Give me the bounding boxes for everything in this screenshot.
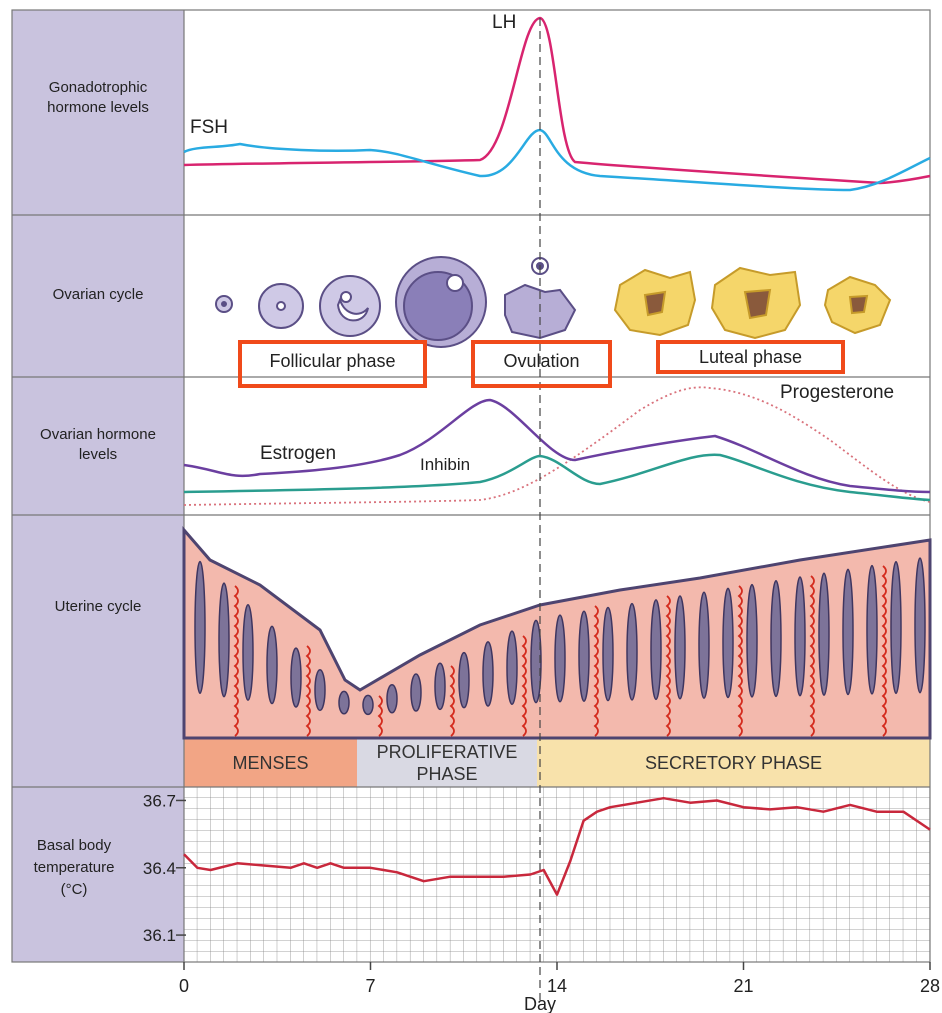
- gland: [219, 583, 229, 697]
- gland: [459, 653, 469, 708]
- y-axis-label: Basal body temperature (°C): [14, 835, 134, 901]
- x-axis-label: Day: [524, 994, 556, 1013]
- gland: [267, 626, 277, 703]
- gland: [627, 604, 637, 700]
- lh-label: LH: [492, 12, 516, 34]
- gland: [243, 605, 253, 700]
- gland: [843, 569, 853, 694]
- gland: [651, 600, 661, 699]
- panel-label: Ovarian cycle: [42, 285, 154, 305]
- x-tick-label: 21: [733, 976, 753, 996]
- gland: [747, 585, 757, 697]
- estrogen-label: Estrogen: [260, 443, 336, 465]
- uterine-phase: MENSES: [184, 738, 357, 787]
- y-tick-label: 36.1: [143, 926, 176, 945]
- gland: [507, 631, 517, 704]
- panel-label: Uterine cycle: [42, 597, 154, 617]
- phase-box: Follicular phase: [238, 340, 427, 388]
- gland: [891, 562, 901, 694]
- x-tick-label: 0: [179, 976, 189, 996]
- gland: [867, 566, 877, 694]
- uterine-phase: PROLIFERATIVE PHASE: [357, 738, 537, 787]
- gland: [435, 663, 445, 709]
- corpus-luteum: [615, 268, 890, 338]
- gland: [315, 670, 325, 711]
- y-axis-label-line: Basal body: [14, 835, 134, 857]
- fsh-curve: [184, 130, 930, 190]
- gland: [195, 561, 205, 693]
- fsh-label: FSH: [190, 117, 228, 139]
- uterine-phase: SECRETORY PHASE: [537, 738, 930, 787]
- gland: [699, 592, 709, 698]
- inhibin-label: Inhibin: [420, 455, 470, 475]
- y-axis-label-line: (°C): [14, 879, 134, 901]
- lh-curve: [184, 18, 930, 183]
- x-tick-label: 28: [920, 976, 940, 996]
- gland: [291, 648, 301, 707]
- phase-box: Luteal phase: [656, 340, 845, 374]
- progesterone-label: Progesterone: [780, 382, 894, 404]
- x-tick-label: 7: [365, 976, 375, 996]
- panel-label: Gonadotrophic hormone levels: [22, 78, 174, 118]
- fine-grid: [184, 787, 930, 962]
- panel-label: Ovarian hormone levels: [32, 425, 164, 465]
- page: 36.1 36.4 36.7 0 7 14 21 28 Day Gonadotrophic ho…: [0, 0, 942, 1013]
- gland: [819, 573, 829, 695]
- figure: 36.1 36.4 36.7 0 7 14 21 28 Day: [0, 0, 942, 1013]
- gland: [723, 588, 733, 697]
- y-axis-label-line: temperature: [14, 857, 134, 879]
- gland: [483, 642, 493, 706]
- gland: [915, 558, 925, 693]
- x-tick-label: 14: [547, 976, 567, 996]
- gland: [387, 685, 397, 713]
- gland: [795, 577, 805, 696]
- gland: [675, 596, 685, 699]
- follicles: [216, 257, 575, 347]
- gland: [771, 581, 781, 697]
- label-column: [12, 10, 184, 962]
- gland: [339, 691, 349, 713]
- phase-box: Ovulation: [471, 340, 612, 388]
- gland: [411, 674, 421, 711]
- gland: [363, 695, 373, 714]
- y-tick-label: 36.7: [143, 791, 176, 810]
- gland: [579, 611, 589, 701]
- y-tick-label: 36.4: [143, 859, 176, 878]
- gland: [603, 607, 613, 700]
- gland: [555, 615, 565, 702]
